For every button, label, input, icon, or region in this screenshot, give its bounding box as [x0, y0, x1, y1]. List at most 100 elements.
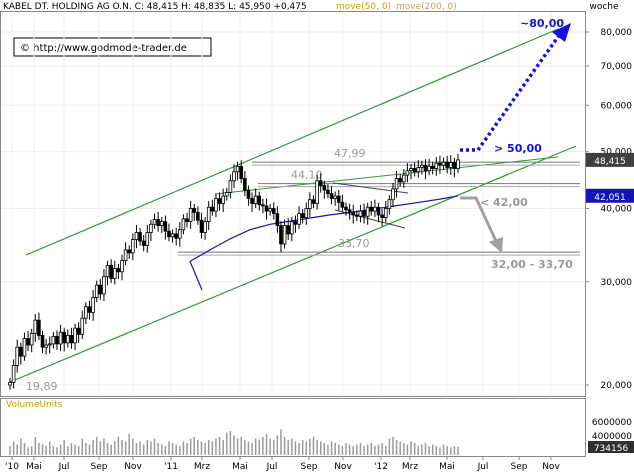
candle-up: [373, 206, 377, 212]
candle-up: [290, 221, 294, 235]
candle-down: [279, 225, 283, 245]
x-tick-label: Nov: [334, 462, 352, 472]
candle-up: [47, 343, 52, 346]
upside-arrowhead: [552, 23, 571, 42]
level-label: 33,70: [338, 237, 370, 250]
candle-up: [84, 306, 88, 319]
candle-up: [44, 344, 48, 348]
channel-lower-line: [9, 145, 577, 383]
candle-down: [344, 206, 348, 211]
candle-down: [261, 204, 265, 207]
candle-down: [174, 233, 178, 239]
x-tick-label: Mai: [439, 462, 455, 472]
y-tick-label: 70,000: [601, 62, 633, 72]
candle-up: [105, 264, 110, 278]
volume-last-label: 734156: [594, 444, 629, 454]
candle-down: [76, 327, 81, 335]
volume-layer: VolumeUnits 6000000 4000000 734156: [6, 400, 634, 455]
candle-down: [19, 346, 23, 357]
candle-down: [300, 213, 305, 218]
candle-up: [94, 284, 99, 298]
candle-down: [351, 211, 356, 216]
volume-last-box: [588, 441, 634, 453]
candle-down: [37, 319, 41, 336]
candle-up: [253, 195, 258, 204]
candle-up: [58, 331, 63, 345]
candle-down: [246, 189, 251, 199]
time-axis: '10 Mai Jul Sep Nov '11 Mrz Mai Jul Sep Nov '12 Mrz M…: [5, 456, 560, 472]
candle-down: [210, 206, 215, 212]
candle-down: [286, 225, 290, 235]
upside-arrow-line: [460, 32, 562, 152]
candle-up: [304, 208, 309, 218]
candle-up: [134, 232, 139, 241]
candle-down: [430, 165, 435, 169]
candle-down: [199, 219, 204, 233]
level-label: 47,99: [334, 147, 366, 160]
candle-down: [452, 162, 457, 169]
downside-arrowhead: [489, 237, 503, 253]
candle-up: [15, 346, 20, 366]
x-tick-label: Mrz: [402, 462, 418, 472]
candles-layer: [8, 153, 460, 390]
candle-up: [145, 232, 150, 246]
candle-up: [102, 276, 106, 295]
candle-up: [131, 239, 135, 254]
trend-channel: [9, 28, 577, 383]
candle-up: [365, 206, 370, 217]
x-tick-label: Jul: [477, 462, 489, 472]
candle-down: [412, 168, 417, 173]
candle-down: [445, 161, 449, 168]
candle-up: [224, 192, 229, 197]
candle-down: [362, 210, 366, 217]
x-tick-label: '11: [164, 462, 178, 472]
candle-down: [217, 198, 222, 204]
candle-up: [434, 162, 439, 169]
x-tick-label: Sep: [301, 462, 318, 472]
candle-up: [448, 162, 453, 168]
volume-tick-label: 6000000: [592, 418, 632, 428]
x-tick-label: Mai: [232, 462, 248, 472]
x-tick-label: Mai: [26, 462, 42, 472]
candle-up: [333, 195, 337, 199]
neckline: [214, 156, 559, 195]
candle-up: [8, 382, 12, 386]
candle-down: [293, 221, 298, 225]
candle-down: [141, 240, 146, 246]
candle-up: [29, 332, 34, 346]
candle-up: [416, 167, 421, 173]
downside-arrow-line: [460, 196, 498, 242]
candle-down: [40, 335, 45, 348]
candle-up: [149, 223, 153, 233]
candle-up: [387, 199, 392, 209]
candle-down: [26, 338, 30, 346]
candle-down: [398, 178, 402, 183]
candle-up: [228, 180, 233, 193]
candle-up: [282, 225, 287, 245]
level-label: 44,10: [291, 169, 323, 182]
candle-down: [318, 180, 323, 186]
channel-upper-line: [25, 28, 559, 256]
candle-up: [33, 319, 38, 334]
volume-title: VolumeUnits: [6, 400, 63, 410]
volume-tick-label: 4000000: [592, 432, 632, 442]
last-price-label: 48,415: [594, 157, 626, 167]
candle-up: [402, 174, 406, 183]
candle-up: [405, 170, 410, 176]
candle-up: [159, 221, 164, 227]
copyright-text: © http://www.godmode-trader.de: [20, 43, 187, 54]
candle-down: [264, 205, 269, 212]
candle-up: [456, 159, 460, 169]
candle-up: [203, 221, 207, 233]
upside-target-label: ~80,00: [520, 17, 564, 30]
price-panel-frame: [0, 11, 586, 397]
candle-up: [232, 171, 236, 182]
copyright-box: [13, 37, 212, 57]
candle-up: [409, 168, 413, 172]
x-tick-label: Jul: [58, 462, 70, 472]
candle-up: [394, 178, 399, 190]
candle-down: [69, 335, 74, 344]
x-tick-label: Mrz: [194, 462, 210, 472]
candle-up: [441, 161, 446, 166]
